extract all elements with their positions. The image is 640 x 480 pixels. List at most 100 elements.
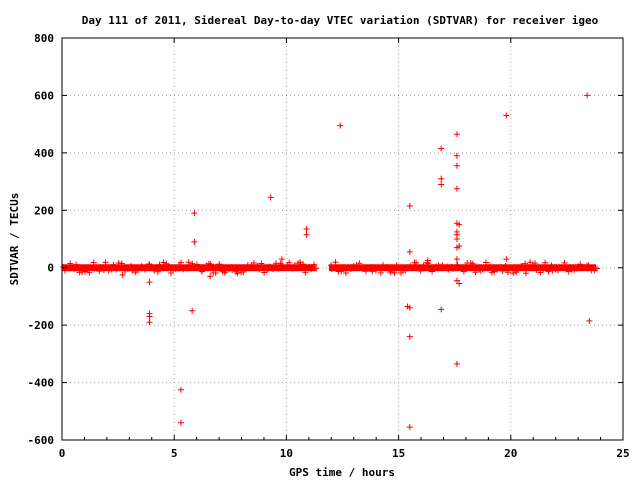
- band-point: [522, 260, 529, 267]
- band-point: [372, 267, 379, 274]
- band-point: [308, 265, 315, 272]
- data-points: [79, 92, 593, 431]
- x-tick-label: 25: [616, 447, 629, 460]
- band-point: [240, 269, 247, 276]
- band-point: [189, 260, 196, 267]
- band-point: [71, 265, 78, 272]
- band-point: [328, 266, 335, 273]
- band-point: [555, 267, 562, 274]
- x-tick-label: 0: [59, 447, 66, 460]
- x-tick-label: 5: [171, 447, 178, 460]
- band-point: [339, 264, 346, 271]
- band-point: [167, 269, 174, 276]
- band-point: [445, 266, 452, 273]
- band-point: [229, 266, 236, 273]
- band-point: [134, 265, 141, 272]
- band-point: [342, 269, 349, 276]
- band-point: [178, 259, 185, 266]
- data-point: [438, 306, 445, 313]
- band-point: [160, 259, 167, 266]
- band-point: [102, 259, 109, 266]
- band-point: [402, 267, 409, 274]
- band-point: [580, 264, 587, 271]
- band-point: [313, 265, 320, 272]
- band-point: [198, 267, 205, 274]
- data-point: [456, 221, 463, 228]
- band-point: [380, 262, 387, 269]
- band-point: [192, 265, 199, 272]
- band-point: [270, 266, 277, 273]
- band-point: [504, 269, 511, 276]
- band-point: [332, 259, 339, 266]
- band-point: [514, 266, 521, 273]
- band-point: [233, 268, 240, 275]
- band-point: [311, 261, 318, 268]
- data-point: [438, 181, 445, 188]
- band-point: [571, 266, 578, 273]
- data-point: [453, 162, 460, 169]
- band-point: [469, 260, 476, 267]
- x-tick-label: 15: [392, 447, 405, 460]
- band-point: [254, 263, 261, 270]
- band-point: [199, 268, 206, 275]
- band-point: [518, 262, 525, 269]
- data-point: [278, 256, 285, 263]
- band-point: [460, 268, 467, 275]
- band-point: [391, 269, 398, 276]
- band-point: [284, 262, 291, 269]
- data-point: [503, 256, 510, 263]
- y-tick-labels: -600 -400 -200 0 200 400 600 800: [28, 32, 55, 447]
- band-point: [86, 269, 93, 276]
- y-tick-label: 200: [34, 204, 54, 217]
- x-tick-labels: 0 5 10 15 20 25: [59, 447, 630, 460]
- band-point: [393, 262, 400, 269]
- y-tick-label: 400: [34, 147, 54, 160]
- band-point: [364, 265, 371, 272]
- band-point: [302, 269, 309, 276]
- band-point: [356, 260, 363, 267]
- band-point: [207, 261, 214, 268]
- band-point: [291, 262, 298, 269]
- data-point: [453, 360, 460, 367]
- data-point: [337, 122, 344, 129]
- band-point: [180, 266, 187, 273]
- data-point: [191, 210, 198, 217]
- data-point: [453, 152, 460, 159]
- data-point: [119, 271, 126, 278]
- band-point: [91, 265, 98, 272]
- band-point: [413, 259, 420, 266]
- data-point: [207, 273, 214, 280]
- x-axis-label: GPS time / hours: [289, 466, 395, 479]
- band-point: [113, 266, 120, 273]
- band-point: [407, 263, 414, 270]
- band-point: [128, 263, 135, 270]
- band-point: [533, 266, 540, 273]
- band-point: [193, 261, 200, 268]
- band-point: [583, 262, 590, 269]
- x-tick-label: 10: [280, 447, 293, 460]
- band-point: [540, 266, 547, 273]
- data-point: [189, 307, 196, 314]
- data-point: [146, 261, 153, 268]
- data-point: [191, 238, 198, 245]
- band-point: [258, 260, 265, 267]
- band-point: [472, 269, 479, 276]
- chart-title: Day 111 of 2011, Sidereal Day-to-day VTE…: [82, 14, 599, 27]
- band-point: [527, 259, 534, 266]
- band-point: [143, 264, 150, 271]
- x-tick-label: 20: [504, 447, 517, 460]
- band-point: [67, 260, 74, 267]
- data-point: [453, 236, 460, 242]
- band-point: [97, 264, 104, 271]
- band-point: [347, 264, 354, 271]
- data-point: [453, 131, 460, 138]
- band-point: [226, 266, 233, 273]
- band-point: [561, 259, 568, 266]
- band-point: [375, 264, 382, 271]
- dense-band: [60, 259, 601, 277]
- band-point: [486, 263, 493, 270]
- data-point: [146, 313, 153, 320]
- data-point: [222, 267, 229, 274]
- band-point: [151, 267, 158, 274]
- band-point: [132, 269, 139, 276]
